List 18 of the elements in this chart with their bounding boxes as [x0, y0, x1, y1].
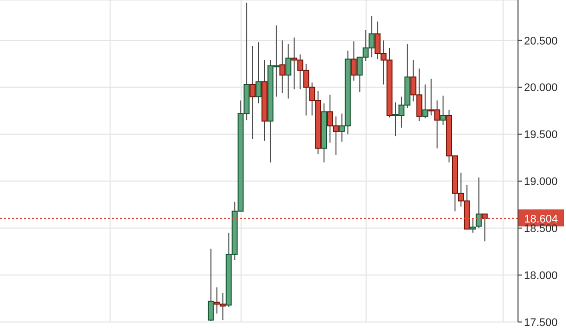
- y-tick-label: 20.500: [524, 35, 558, 48]
- y-tick-label: 19.500: [524, 129, 558, 142]
- y-tick-label: 18.000: [524, 270, 558, 282]
- candlestick: [250, 46, 256, 140]
- y-tick-label: 19.000: [524, 176, 558, 188]
- ref-line-label: 18.604: [524, 213, 558, 226]
- candlestick: [476, 176, 482, 229]
- candlestick: [285, 44, 292, 100]
- candlestick: [350, 40, 357, 82]
- candlestick: [422, 84, 428, 119]
- candlestick: [470, 218, 476, 234]
- candlestick: [440, 95, 446, 126]
- y-tick-label: 18.500: [524, 223, 558, 236]
- y-tick-label: 17.500: [524, 316, 558, 328]
- candlestick: [208, 248, 214, 322]
- candlestick: [256, 42, 262, 104]
- y-tick-label: 20.000: [524, 82, 558, 94]
- candlestick: [279, 40, 286, 94]
